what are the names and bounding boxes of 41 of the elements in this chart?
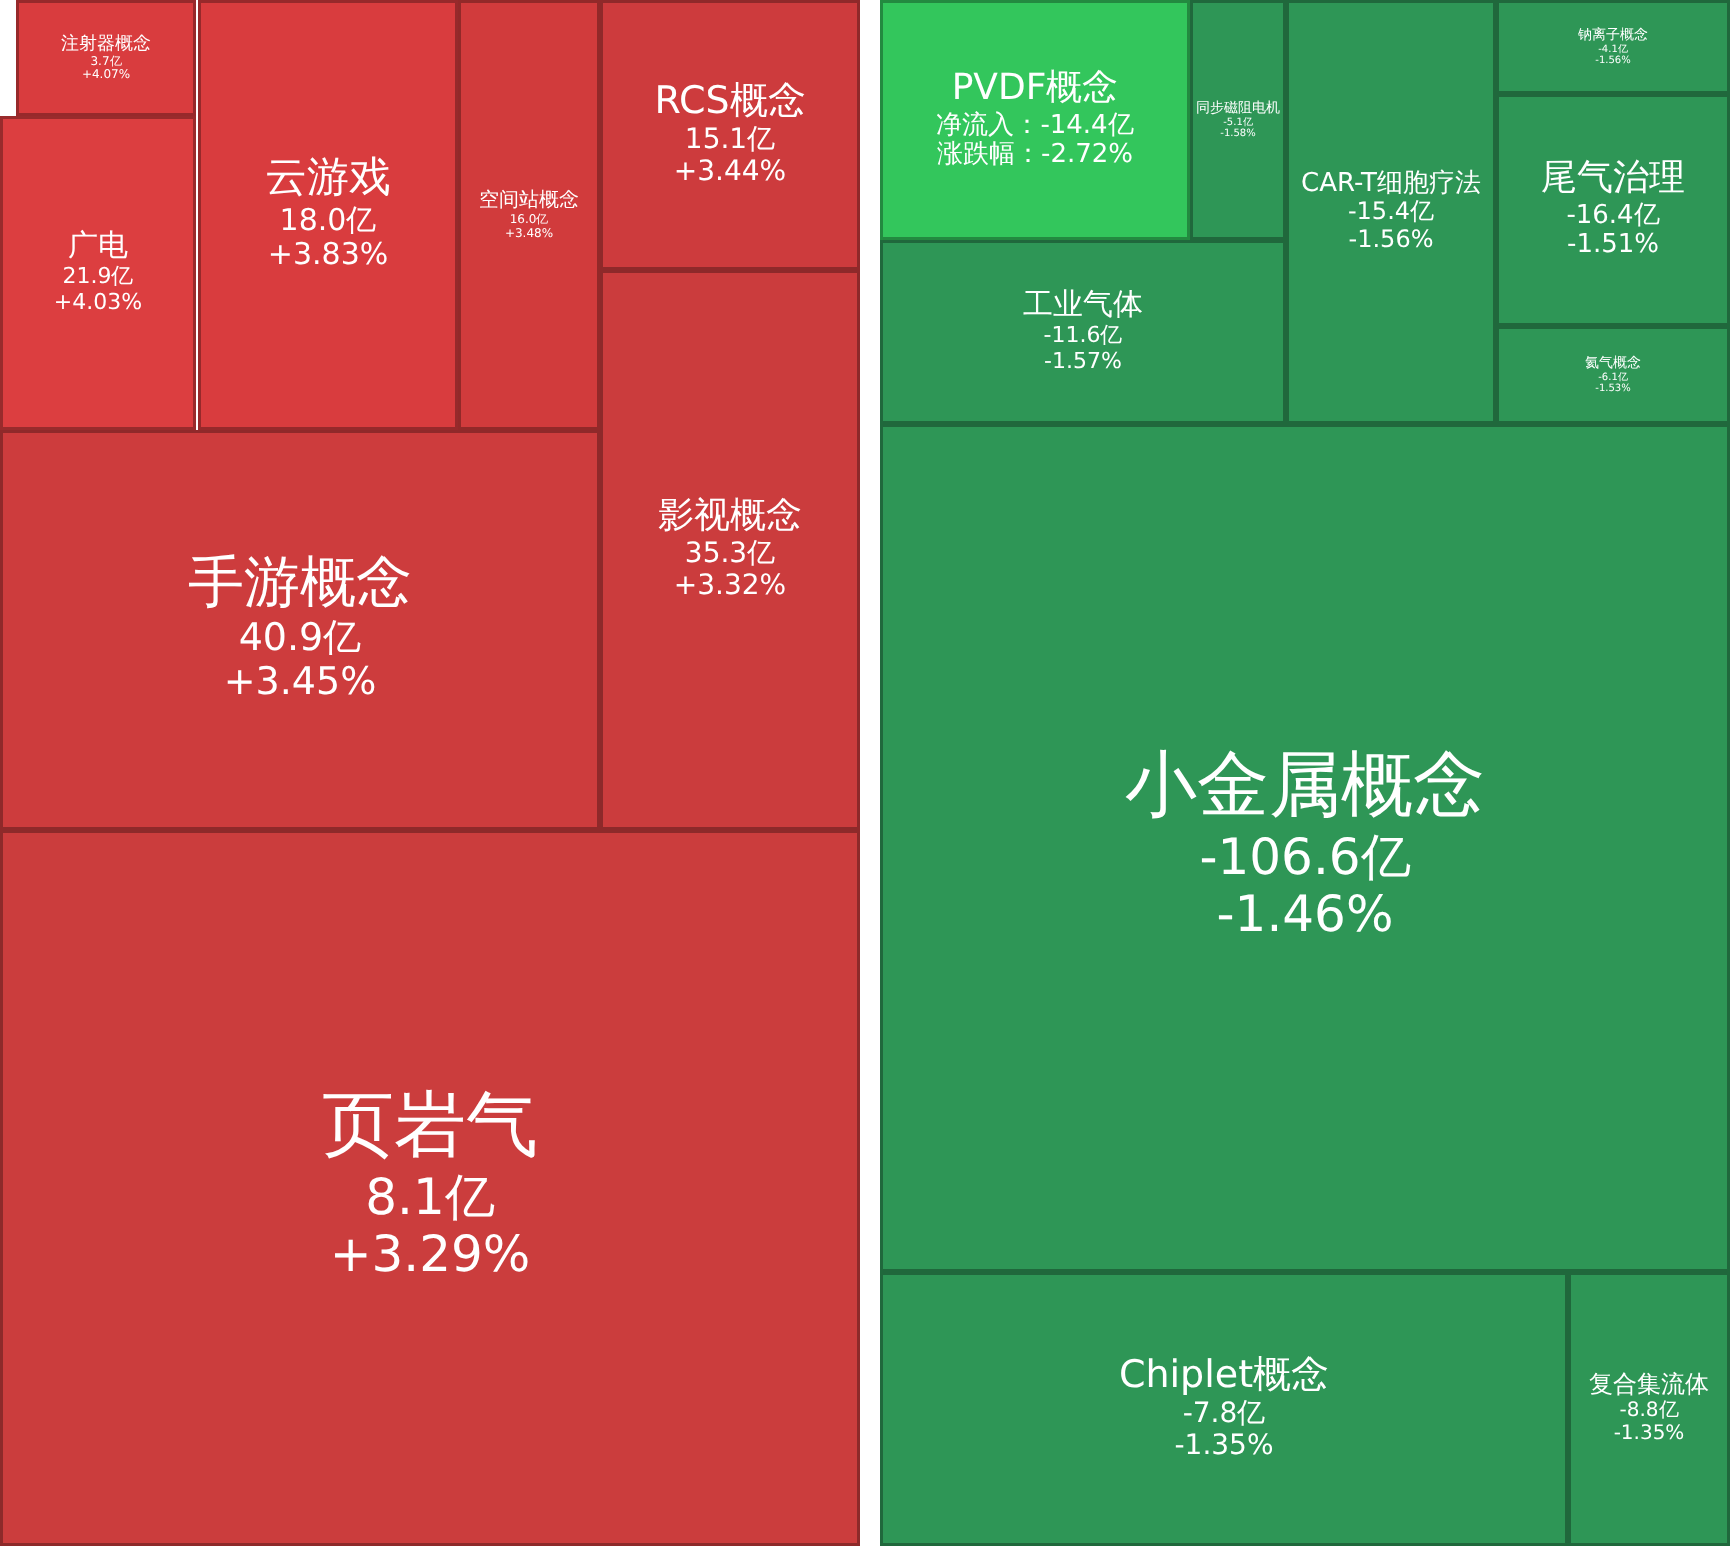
data-label: 15.1亿 bbox=[684, 124, 776, 157]
category-label: 手游概念 bbox=[188, 548, 412, 615]
data-label: 18.0亿 bbox=[279, 201, 377, 238]
data-label: +3.83% bbox=[267, 236, 389, 273]
category-label: 云游戏 bbox=[265, 153, 391, 202]
category-label: PVDF概念 bbox=[951, 67, 1119, 110]
category-label: 小金属概念 bbox=[1125, 745, 1485, 828]
category-label: 广电 bbox=[68, 227, 128, 264]
data-label: 35.3亿 bbox=[684, 537, 776, 570]
data-label: -1.51% bbox=[1567, 230, 1659, 261]
category-label: Chiplet概念 bbox=[1118, 1352, 1330, 1397]
data-label: -106.6亿 bbox=[1199, 827, 1411, 886]
data-label: +3.45% bbox=[223, 659, 377, 704]
data-label: 8.1亿 bbox=[365, 1167, 495, 1226]
category-label: 注射器概念 bbox=[61, 32, 151, 55]
data-label: -1.46% bbox=[1216, 885, 1394, 944]
data-label: +4.03% bbox=[53, 288, 143, 315]
category-label: 影视概念 bbox=[658, 495, 802, 538]
data-label: -1.35% bbox=[1613, 1423, 1685, 1446]
category-label: 复合集流体 bbox=[1589, 1370, 1709, 1399]
data-label: -1.35% bbox=[1174, 1430, 1274, 1463]
data-label: 净流入：-14.4亿 bbox=[936, 108, 1134, 141]
data-label: +3.44% bbox=[673, 156, 787, 189]
category-label: 尾气治理 bbox=[1541, 157, 1685, 200]
data-label: +3.32% bbox=[673, 570, 787, 603]
data-label: 21.9亿 bbox=[62, 263, 134, 290]
data-label: -8.8亿 bbox=[1619, 1400, 1679, 1423]
category-label: RCS概念 bbox=[654, 78, 806, 123]
category-label: 空间站概念 bbox=[479, 188, 579, 213]
data-label: -1.57% bbox=[1044, 347, 1122, 374]
data-label: 涨跌幅：-2.72% bbox=[937, 140, 1133, 171]
data-label: 40.9亿 bbox=[238, 616, 362, 661]
data-label: -1.56% bbox=[1348, 225, 1434, 253]
data-label: -7.8亿 bbox=[1182, 1398, 1266, 1431]
data-label: -16.4亿 bbox=[1566, 200, 1660, 231]
category-label: 工业气体 bbox=[1023, 286, 1143, 323]
data-label: +3.29% bbox=[329, 1225, 531, 1284]
category-label: 页岩气 bbox=[322, 1085, 538, 1168]
category-label: CAR-T细胞疗法 bbox=[1301, 169, 1481, 200]
data-label: -11.6亿 bbox=[1043, 322, 1123, 349]
data-label: -15.4亿 bbox=[1347, 197, 1435, 226]
